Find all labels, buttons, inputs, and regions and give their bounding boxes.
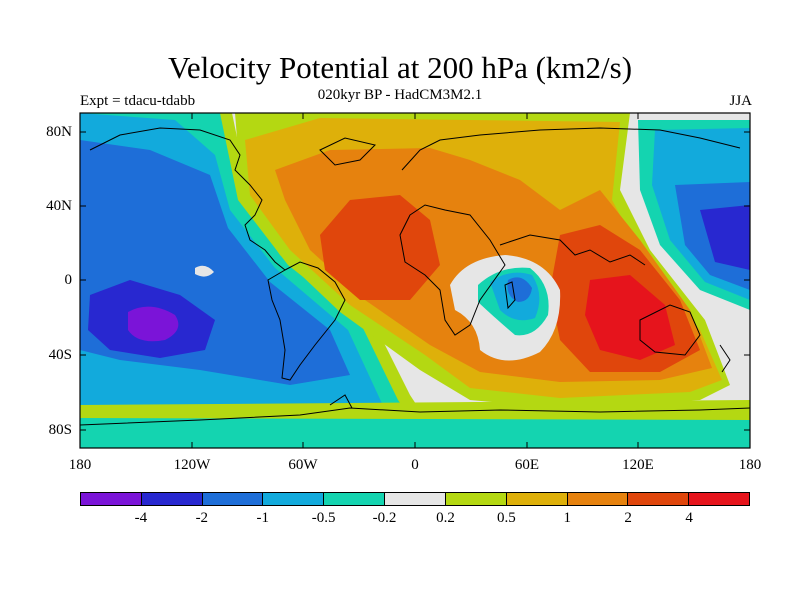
lat-label-40n: 40N bbox=[46, 198, 72, 214]
colorbar-tick-label: 4 bbox=[685, 510, 693, 526]
colorbar-tick-label: -0.5 bbox=[311, 510, 336, 526]
experiment-label: Expt = tdacu-tdabb bbox=[80, 93, 196, 109]
colorbar-swatch bbox=[689, 493, 749, 505]
axis-ticks bbox=[80, 113, 750, 448]
season-label: JJA bbox=[729, 93, 752, 109]
colorbar bbox=[80, 492, 750, 506]
colorbar-swatch bbox=[628, 493, 690, 505]
lat-label-80s: 80S bbox=[48, 422, 72, 438]
lat-label-40s: 40S bbox=[48, 347, 72, 363]
map-title: Velocity Potential at 200 hPa (km2/s) bbox=[167, 50, 633, 85]
colorbar-tick-label: -1 bbox=[256, 510, 269, 526]
colorbar-tick-label: 2 bbox=[624, 510, 632, 526]
colorbar-tick-label: 0.5 bbox=[496, 510, 516, 526]
lon-label-120w: 120W bbox=[173, 457, 211, 473]
map-subtitle: 020kyr BP - HadCM3M2.1 bbox=[317, 87, 483, 103]
colorbar-tick-label: -4 bbox=[134, 510, 148, 526]
lon-label-0: 0 bbox=[411, 457, 419, 473]
contour-fill bbox=[80, 113, 750, 448]
colorbar-swatch bbox=[506, 493, 568, 505]
coastlines bbox=[80, 127, 750, 426]
colorbar-swatch bbox=[202, 493, 264, 505]
colorbar-tick-label: 0.2 bbox=[436, 510, 455, 526]
lon-label-60w: 60W bbox=[288, 457, 318, 473]
lat-label-80n: 80N bbox=[46, 124, 72, 140]
colorbar-swatch bbox=[385, 493, 446, 505]
lon-label-60e: 60E bbox=[514, 457, 540, 473]
colorbar-swatch bbox=[567, 493, 629, 505]
colorbar-swatch bbox=[263, 493, 325, 505]
colorbar-tick-label: -2 bbox=[195, 510, 209, 526]
colorbar-swatch bbox=[141, 493, 203, 505]
colorbar-tick-label: -0.2 bbox=[372, 510, 397, 526]
colorbar-tick-label: 1 bbox=[563, 510, 572, 526]
lon-label-120e: 120E bbox=[622, 457, 654, 473]
lon-label-180w: 180 bbox=[68, 457, 92, 473]
colorbar-swatch bbox=[81, 493, 142, 505]
lon-label-180e: 180 bbox=[738, 457, 762, 473]
lat-label-0: 0 bbox=[64, 272, 73, 288]
colorbar-swatch bbox=[324, 493, 386, 505]
colorbar-swatch bbox=[445, 493, 507, 505]
